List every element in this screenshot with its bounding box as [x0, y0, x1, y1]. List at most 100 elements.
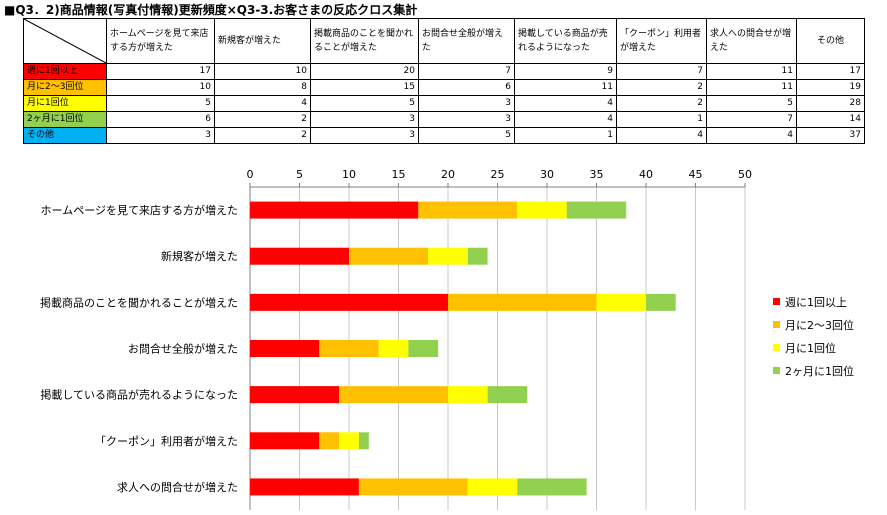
bar-segment — [349, 247, 429, 265]
bar-segment — [378, 340, 409, 357]
legend-swatch — [773, 344, 780, 351]
bar-segment — [339, 432, 359, 450]
legend-label: 2ヶ月に1回位 — [785, 364, 854, 378]
table-cell: 4 — [616, 127, 707, 144]
table-cell: 3 — [106, 127, 215, 144]
column-header: お問合せ全般が増えた — [418, 18, 515, 64]
table-cell: 4 — [706, 127, 797, 144]
bar-segment — [467, 478, 518, 496]
row-label: 月に2～3回位 — [23, 79, 107, 96]
x-tick-label: 0 — [247, 168, 254, 181]
x-tick-label: 15 — [392, 168, 406, 181]
bar-segment — [250, 386, 340, 404]
row-label: 週に1回以上 — [23, 63, 107, 80]
bar-segment — [250, 432, 320, 450]
stacked-bar-chart: 0 5 10 15 20 25 30 35 40 45 50 ホームページを見て来店する方が増えた新規… — [40, 168, 854, 510]
bar-segment — [408, 340, 439, 357]
bar-segment — [566, 201, 627, 219]
table-cell: 6 — [418, 79, 515, 96]
table-row: 2ヶ月に1回位 6 2 3 3 4 1 7 14 — [23, 111, 865, 128]
table-cell: 10 — [106, 79, 215, 96]
table-cell: 4 — [514, 111, 617, 128]
table-cell: 4 — [514, 95, 617, 112]
table-cell: 2 — [214, 127, 311, 144]
x-tick-label: 40 — [639, 168, 653, 181]
bar-segment — [517, 478, 587, 496]
x-tick-label: 10 — [342, 168, 356, 181]
x-tick-label: 25 — [491, 168, 505, 181]
x-tick-label: 45 — [689, 168, 703, 181]
legend-label: 月に1回位 — [785, 341, 836, 355]
table-cell: 3 — [418, 111, 515, 128]
table-cell: 3 — [310, 127, 419, 144]
bar-segment — [596, 293, 646, 311]
bar-segment — [517, 201, 567, 219]
report-title: ■Q3．2)商品情報(写真付情報)更新頻度×Q3-3.お客さまの反応クロス集計 — [4, 3, 418, 17]
table-cell: 15 — [310, 79, 419, 96]
bar-segment — [448, 386, 488, 404]
table-cell: 5 — [310, 95, 419, 112]
table-cell: 6 — [106, 111, 215, 128]
table-cell: 5 — [106, 95, 215, 112]
table-cell: 3 — [310, 111, 419, 128]
x-tick-label: 30 — [540, 168, 554, 181]
table-row: 週に1回以上 17 10 20 7 9 7 11 17 — [23, 63, 865, 80]
table-cell: 28 — [796, 95, 865, 112]
x-tick-label: 35 — [590, 168, 604, 181]
table-cell: 1 — [616, 111, 707, 128]
table-cell: 20 — [310, 63, 419, 80]
column-header: 新規客が増えた — [214, 18, 311, 64]
bar-segment — [487, 386, 528, 404]
table-cell: 19 — [796, 79, 865, 96]
table-cell: 2 — [616, 79, 707, 96]
table-cell: 5 — [706, 95, 797, 112]
table-cell: 4 — [214, 95, 311, 112]
bar-segment — [358, 432, 369, 450]
bar-segment — [319, 432, 340, 450]
corner-cell — [23, 18, 107, 64]
table-cell: 7 — [418, 63, 515, 80]
column-header: 掲載している商品が売れるようになった — [514, 18, 617, 64]
category-label: 掲載商品のことを聞かれることが増えた — [40, 295, 238, 309]
column-header: 求人への問合せが増えた — [706, 18, 797, 64]
column-header: 掲載商品のことを聞かれることが増えた — [310, 18, 419, 64]
column-header: その他 — [796, 18, 865, 64]
table-cell: 17 — [796, 63, 865, 80]
row-label: その他 — [23, 127, 107, 144]
table-cell: 11 — [514, 79, 617, 96]
diagonal-line — [24, 19, 106, 63]
bar-segment — [250, 293, 448, 311]
bar-segment — [319, 340, 379, 357]
table-cell: 11 — [706, 63, 797, 80]
bar-segment — [467, 247, 488, 265]
category-label: 新規客が増えた — [161, 249, 238, 263]
table-cell: 11 — [706, 79, 797, 96]
bar-segment — [646, 293, 676, 311]
table-cell: 5 — [418, 127, 515, 144]
bar-segment — [250, 340, 320, 357]
table-cell: 37 — [796, 127, 865, 144]
table-cell: 1 — [514, 127, 617, 144]
table-cell: 8 — [214, 79, 311, 96]
bar-segment — [418, 201, 518, 219]
bar-segment — [250, 201, 419, 219]
bar-segment — [448, 293, 597, 311]
cross-tab-table: ホームページを見て来店する方が増えた 新規客が増えた 掲載商品のことを聞かれるこ… — [23, 18, 865, 144]
row-label: 月に1回位 — [23, 95, 107, 112]
bar-segment — [339, 386, 448, 404]
legend-label: 週に1回以上 — [785, 296, 847, 309]
x-tick-label: 50 — [738, 168, 752, 181]
table-row: 月に1回位 5 4 5 3 4 2 5 28 — [23, 95, 865, 112]
column-header: ホームページを見て来店する方が増えた — [106, 18, 215, 64]
table-cell: 7 — [706, 111, 797, 128]
category-label: お問合せ全般が増えた — [128, 342, 238, 356]
x-tick-label: 20 — [441, 168, 455, 181]
table-cell: 9 — [514, 63, 617, 80]
table-row: 月に2～3回位 10 8 15 6 11 2 11 19 — [23, 79, 865, 96]
legend-swatch — [773, 367, 780, 374]
category-label: 求人への問合せが増えた — [117, 480, 238, 494]
column-header: 「クーポン」利用者が増えた — [616, 18, 707, 64]
legend-label: 月に2～3回位 — [785, 318, 854, 332]
table-cell: 3 — [418, 95, 515, 112]
table-cell: 2 — [616, 95, 707, 112]
